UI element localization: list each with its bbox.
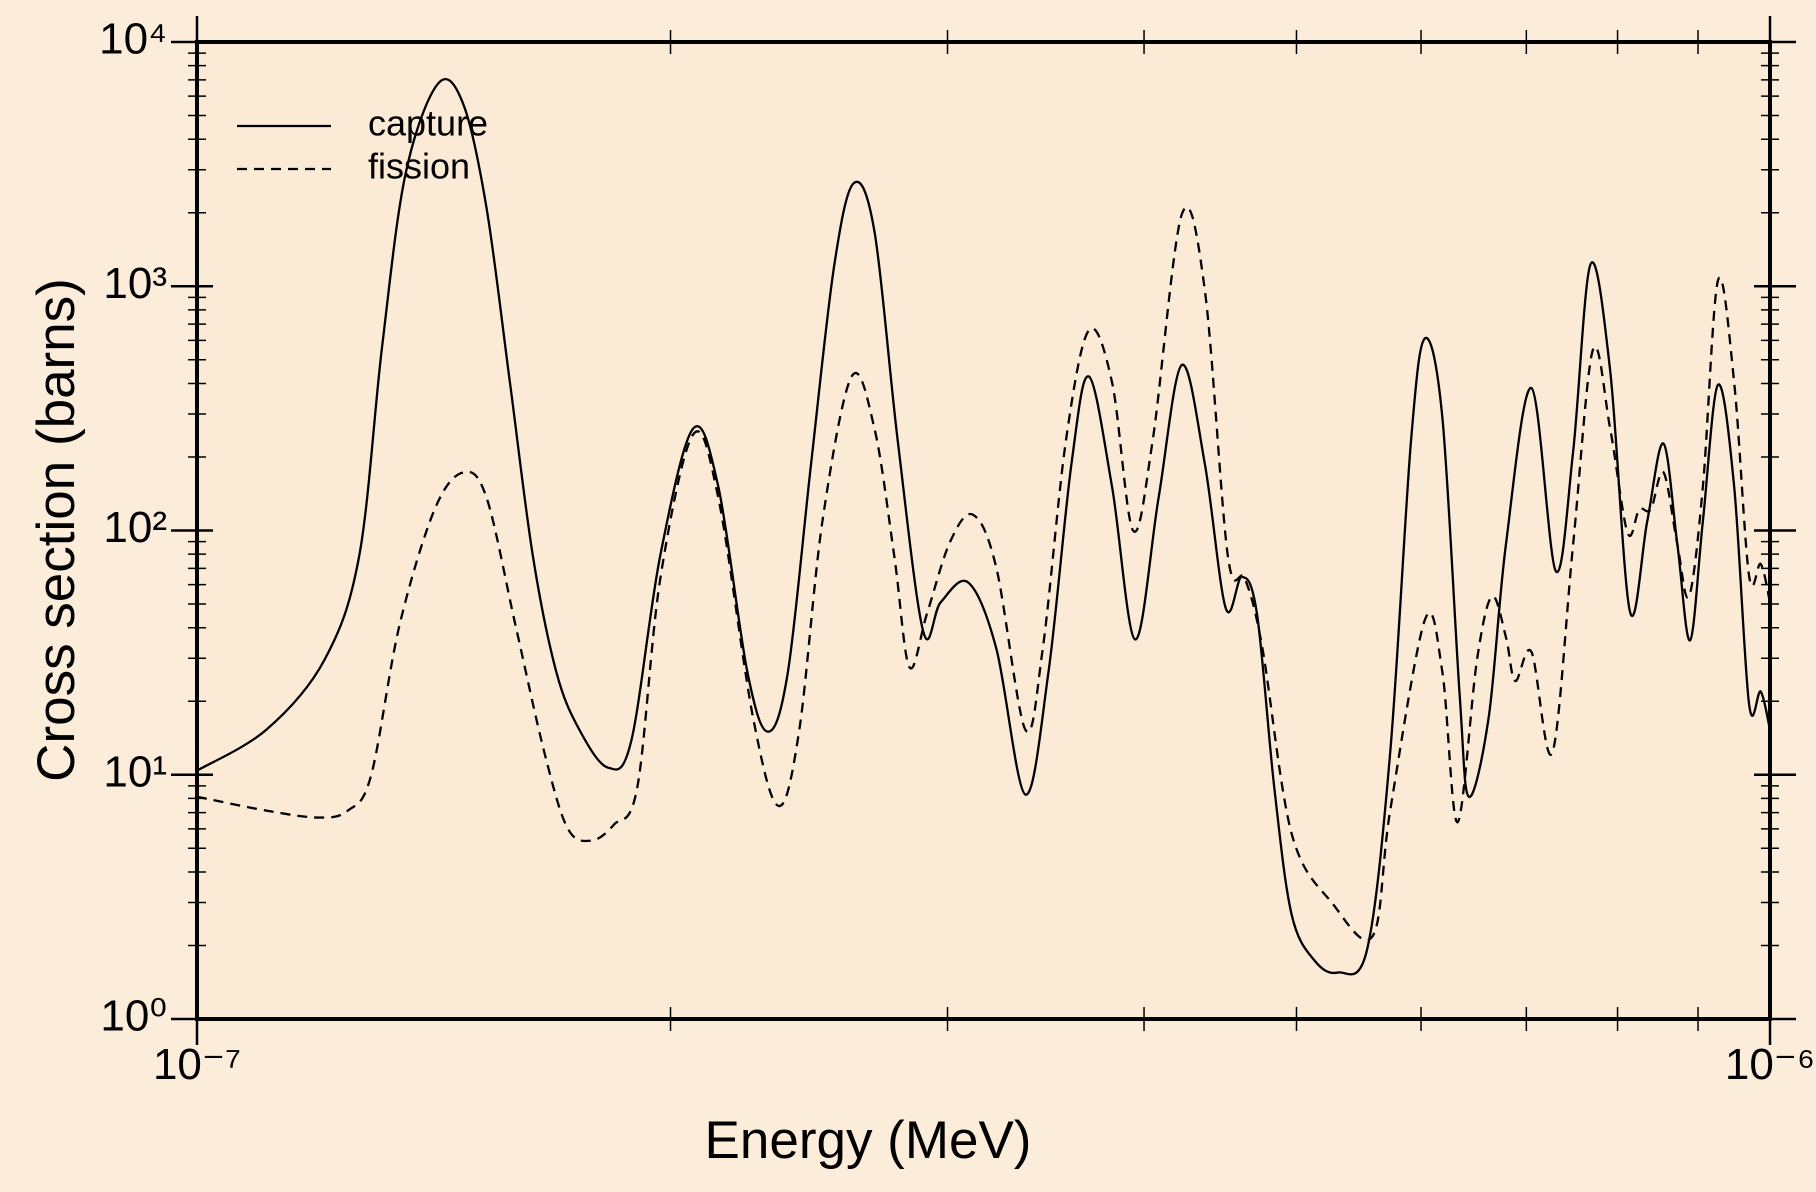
y-axis-title: Cross section (barns) — [27, 278, 86, 782]
plot-area — [197, 42, 1770, 1019]
legend-label: capture — [368, 103, 488, 144]
x-tick-label: 10⁻⁶ — [1725, 1040, 1815, 1089]
y-tick-label: 10³ — [103, 259, 167, 308]
y-tick-label: 10² — [103, 503, 167, 552]
y-tick-label: 10¹ — [103, 747, 167, 796]
y-tick-label: 10⁰ — [100, 992, 167, 1041]
series-line — [196, 78, 1772, 976]
series-line — [196, 206, 1772, 942]
legend-label: fission — [368, 146, 470, 187]
plot-frame — [195, 40, 1772, 1021]
x-axis-title: Energy (MeV) — [705, 1111, 1032, 1170]
x-tick-label: 10⁻⁷ — [153, 1040, 241, 1089]
y-tick-label: 10⁴ — [99, 15, 167, 64]
